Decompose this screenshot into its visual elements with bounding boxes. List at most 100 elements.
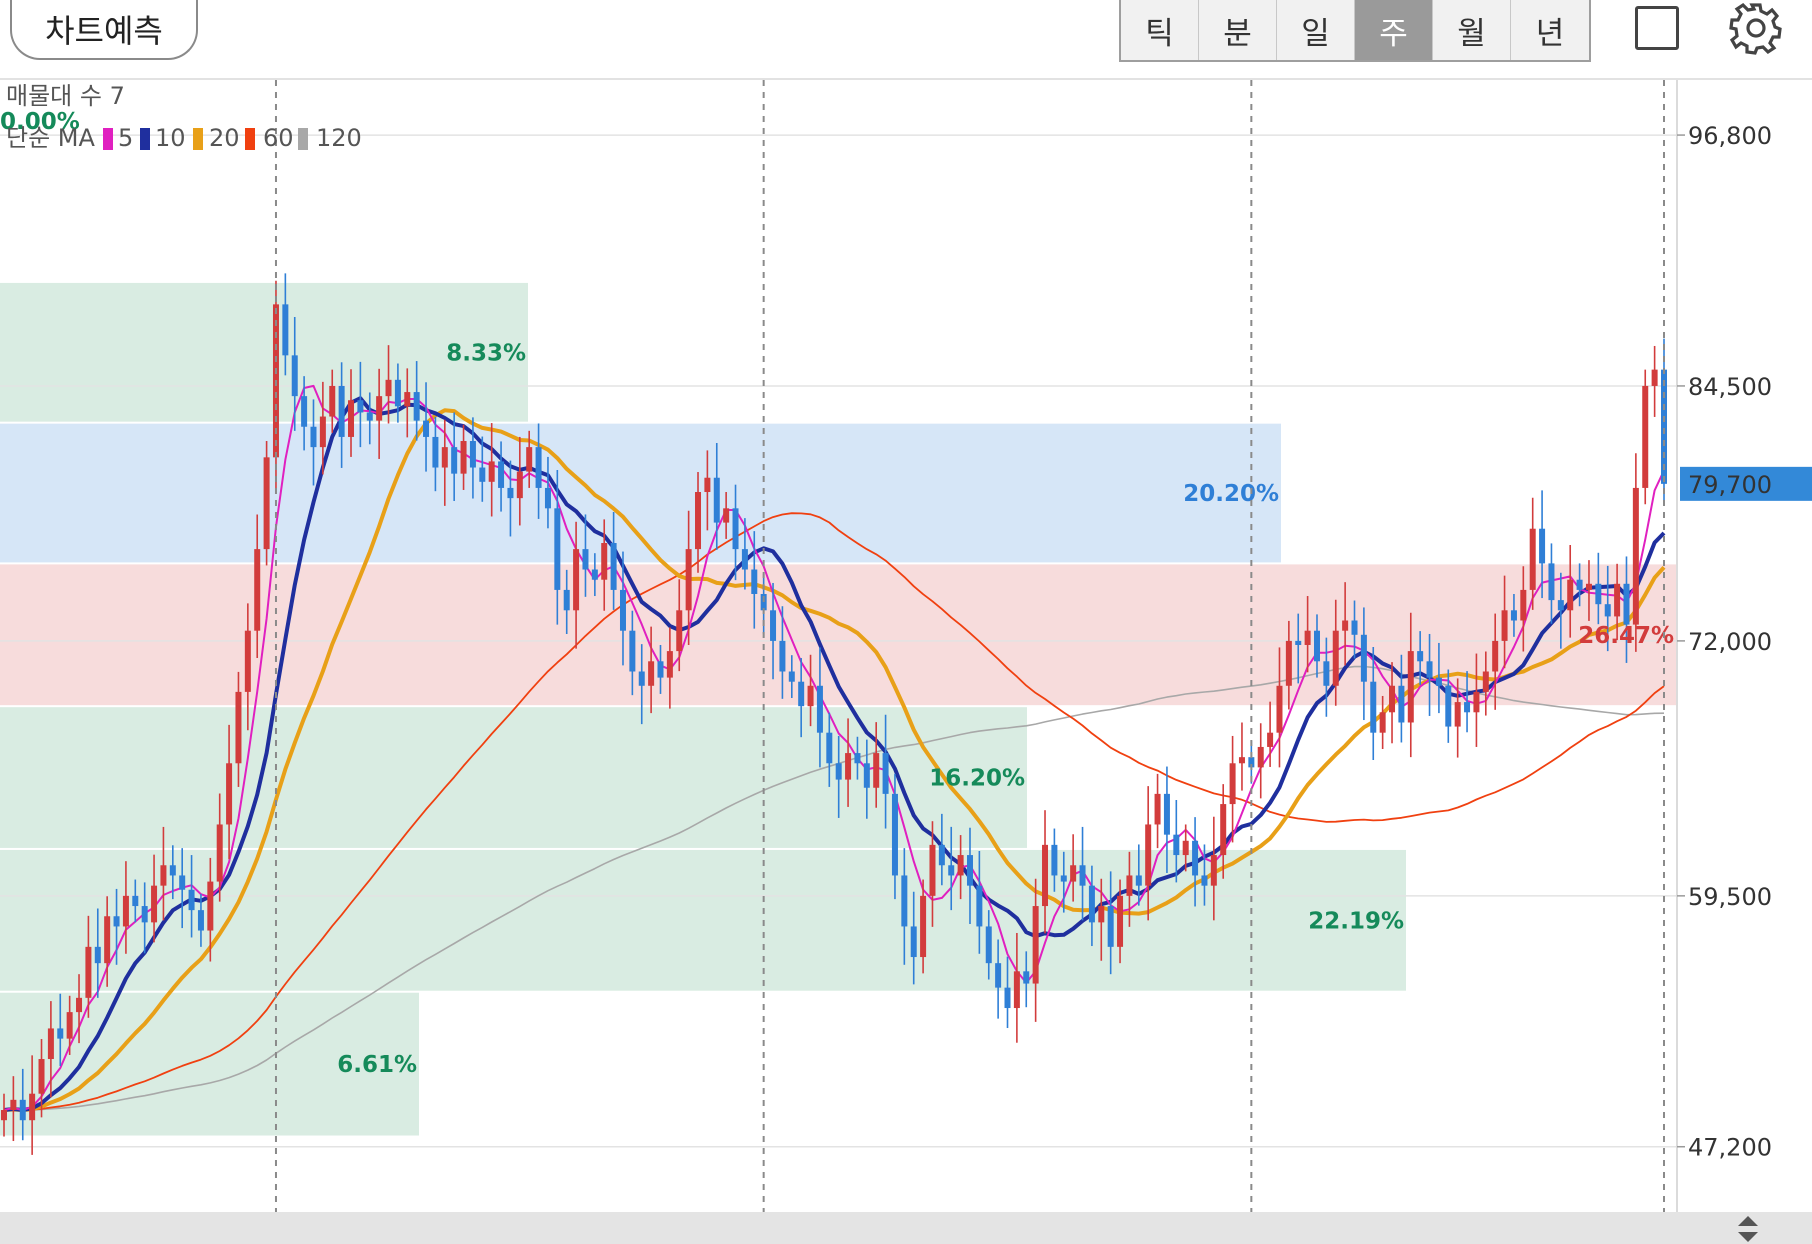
candle — [938, 813, 945, 886]
candle — [282, 273, 289, 376]
tab-day[interactable]: 일 — [1277, 0, 1355, 60]
candle — [122, 861, 129, 954]
candle — [1304, 596, 1311, 673]
candle-body — [1042, 844, 1049, 907]
candle-body — [1342, 620, 1349, 631]
candle — [169, 845, 176, 900]
candle-body — [1267, 732, 1274, 747]
candle — [76, 974, 83, 1044]
tab-year[interactable]: 년 — [1511, 0, 1589, 60]
candle-body — [816, 685, 823, 733]
candle — [770, 582, 777, 680]
candle — [1370, 647, 1377, 761]
ma120-label: 120 — [316, 124, 362, 152]
candle — [563, 569, 570, 634]
candle-body — [535, 447, 542, 488]
candle-body — [845, 753, 852, 780]
candle — [929, 821, 936, 927]
chart-prediction-button[interactable]: 차트예측 — [10, 0, 198, 60]
candle-body — [957, 855, 964, 876]
candle-body — [179, 875, 186, 890]
tab-month[interactable]: 월 — [1433, 0, 1511, 60]
candle-body — [1332, 630, 1339, 686]
candle-body — [685, 549, 692, 611]
candle-body — [432, 436, 439, 468]
candle — [901, 848, 908, 965]
candle — [1220, 784, 1227, 879]
candle — [619, 551, 626, 666]
ma5-swatch — [103, 128, 113, 150]
candle-body — [798, 681, 805, 707]
candle-body — [1529, 528, 1536, 590]
candle — [1088, 865, 1095, 947]
candle — [957, 835, 964, 900]
candle-body — [348, 400, 355, 437]
candle-body — [1192, 840, 1199, 876]
candle — [469, 417, 476, 499]
candle — [1651, 345, 1658, 417]
candle — [873, 722, 880, 808]
candle — [235, 671, 242, 787]
candle-body — [1313, 630, 1320, 662]
candle-body — [357, 400, 364, 413]
candle — [779, 606, 786, 699]
candle — [1070, 834, 1077, 902]
candle-body — [113, 916, 120, 927]
candle-body — [882, 753, 889, 794]
candle-body — [1117, 895, 1124, 947]
candle-body — [516, 471, 523, 499]
candle-body — [582, 549, 589, 570]
vertical-resize-icon[interactable] — [1728, 1212, 1768, 1244]
candle — [723, 492, 730, 539]
ma-legend-label: 단순 MA — [6, 124, 95, 152]
candle — [10, 1076, 17, 1142]
candle-body — [1107, 906, 1114, 947]
candle-body — [1614, 583, 1621, 617]
candle — [610, 511, 617, 610]
grid-lines — [0, 134, 1676, 1148]
ma20-line — [3, 408, 1666, 1112]
candle — [319, 381, 326, 475]
candle — [798, 658, 805, 738]
candle — [1379, 695, 1386, 750]
candle-body — [76, 997, 83, 1013]
candle — [1548, 543, 1555, 624]
candle — [263, 441, 270, 566]
ma20-label: 20 — [209, 124, 240, 152]
candle — [751, 531, 758, 629]
candle — [19, 1068, 26, 1141]
scroll-bar[interactable] — [0, 1212, 1812, 1244]
candle-body — [1032, 906, 1039, 984]
candle — [1520, 566, 1527, 652]
candle — [94, 908, 101, 998]
candle-body — [1492, 640, 1499, 672]
candle — [310, 399, 317, 486]
candle-body — [807, 685, 814, 707]
ma5-label: 5 — [118, 124, 133, 152]
candle-body — [741, 549, 748, 570]
candle — [479, 436, 486, 502]
candle — [1604, 565, 1611, 652]
ma120-line — [3, 665, 1665, 1111]
tab-tick[interactable]: 틱 — [1121, 0, 1199, 60]
fullscreen-square-icon[interactable] — [1635, 6, 1679, 50]
candle-body — [591, 569, 598, 580]
candle — [1567, 545, 1574, 638]
candle-body — [169, 865, 176, 876]
moving-average-lines — [3, 384, 1666, 1112]
tab-minute[interactable]: 분 — [1199, 0, 1277, 60]
candle — [132, 879, 139, 923]
candle-body — [1210, 855, 1217, 886]
candle — [1032, 878, 1039, 1022]
candle-body — [151, 885, 158, 923]
gear-icon[interactable] — [1728, 0, 1784, 56]
candle — [507, 460, 514, 537]
ma120-swatch — [298, 128, 308, 150]
candle-body — [310, 426, 317, 448]
tab-week[interactable]: 주 — [1355, 0, 1433, 60]
price-axis-background — [1678, 80, 1812, 1212]
volume-zone-5 — [0, 849, 1406, 991]
candle-body — [835, 763, 842, 780]
stock-chart[interactable]: 0.00%8.33%20.20%26.47%16.20%22.19%6.61% … — [0, 80, 1812, 1212]
candle-body — [1182, 840, 1189, 856]
